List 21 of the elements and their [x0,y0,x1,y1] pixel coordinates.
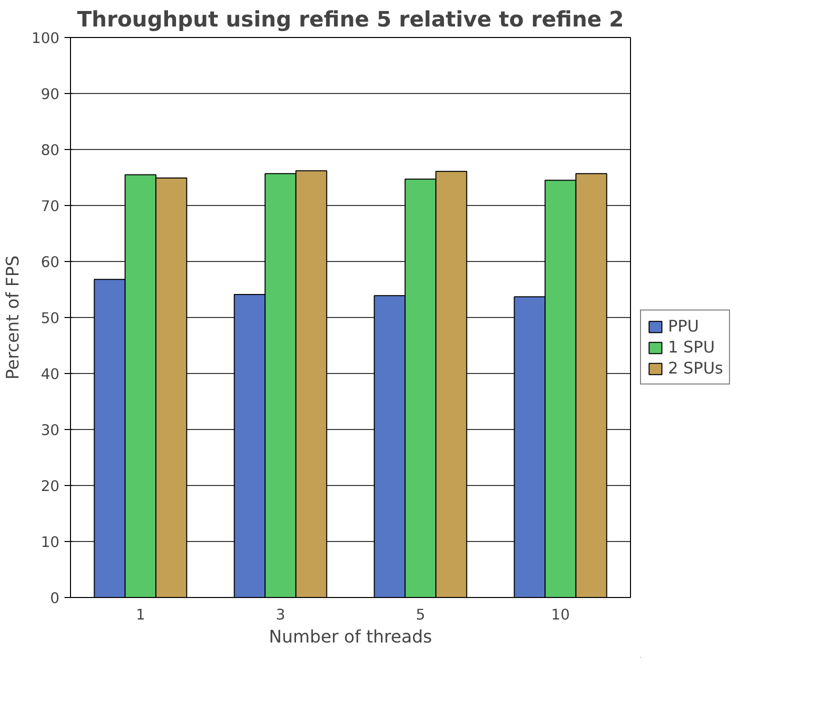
x-tick-label: 5 [416,606,426,624]
x-tick-label: 3 [276,606,286,624]
chart-title: Throughput using refine 5 relative to refine 2 [77,8,624,32]
y-tick-label: 80 [40,142,60,159]
y-tick-label: 90 [40,86,60,103]
y-tick-label: 70 [40,198,60,215]
x-axis-title: Number of threads [268,628,432,648]
y-tick-label: 10 [40,534,60,551]
legend-label: 2 SPUs [668,358,724,378]
y-tick-label: 40 [40,366,60,383]
x-tick-label: 1 [136,606,146,624]
y-axis-title: Percent of FPS [4,255,24,380]
y-tick-label: 100 [32,30,60,47]
legend-label: PPU [668,316,700,336]
y-tick-label: 0 [50,590,60,607]
y-tick-label: 60 [40,254,60,271]
legend-label: 1 SPU [668,338,715,356]
y-tick-label: 50 [40,310,60,327]
y-tick-label: 30 [40,422,60,439]
x-tick-label: 10 [551,606,570,624]
y-tick-label: 20 [40,478,60,495]
